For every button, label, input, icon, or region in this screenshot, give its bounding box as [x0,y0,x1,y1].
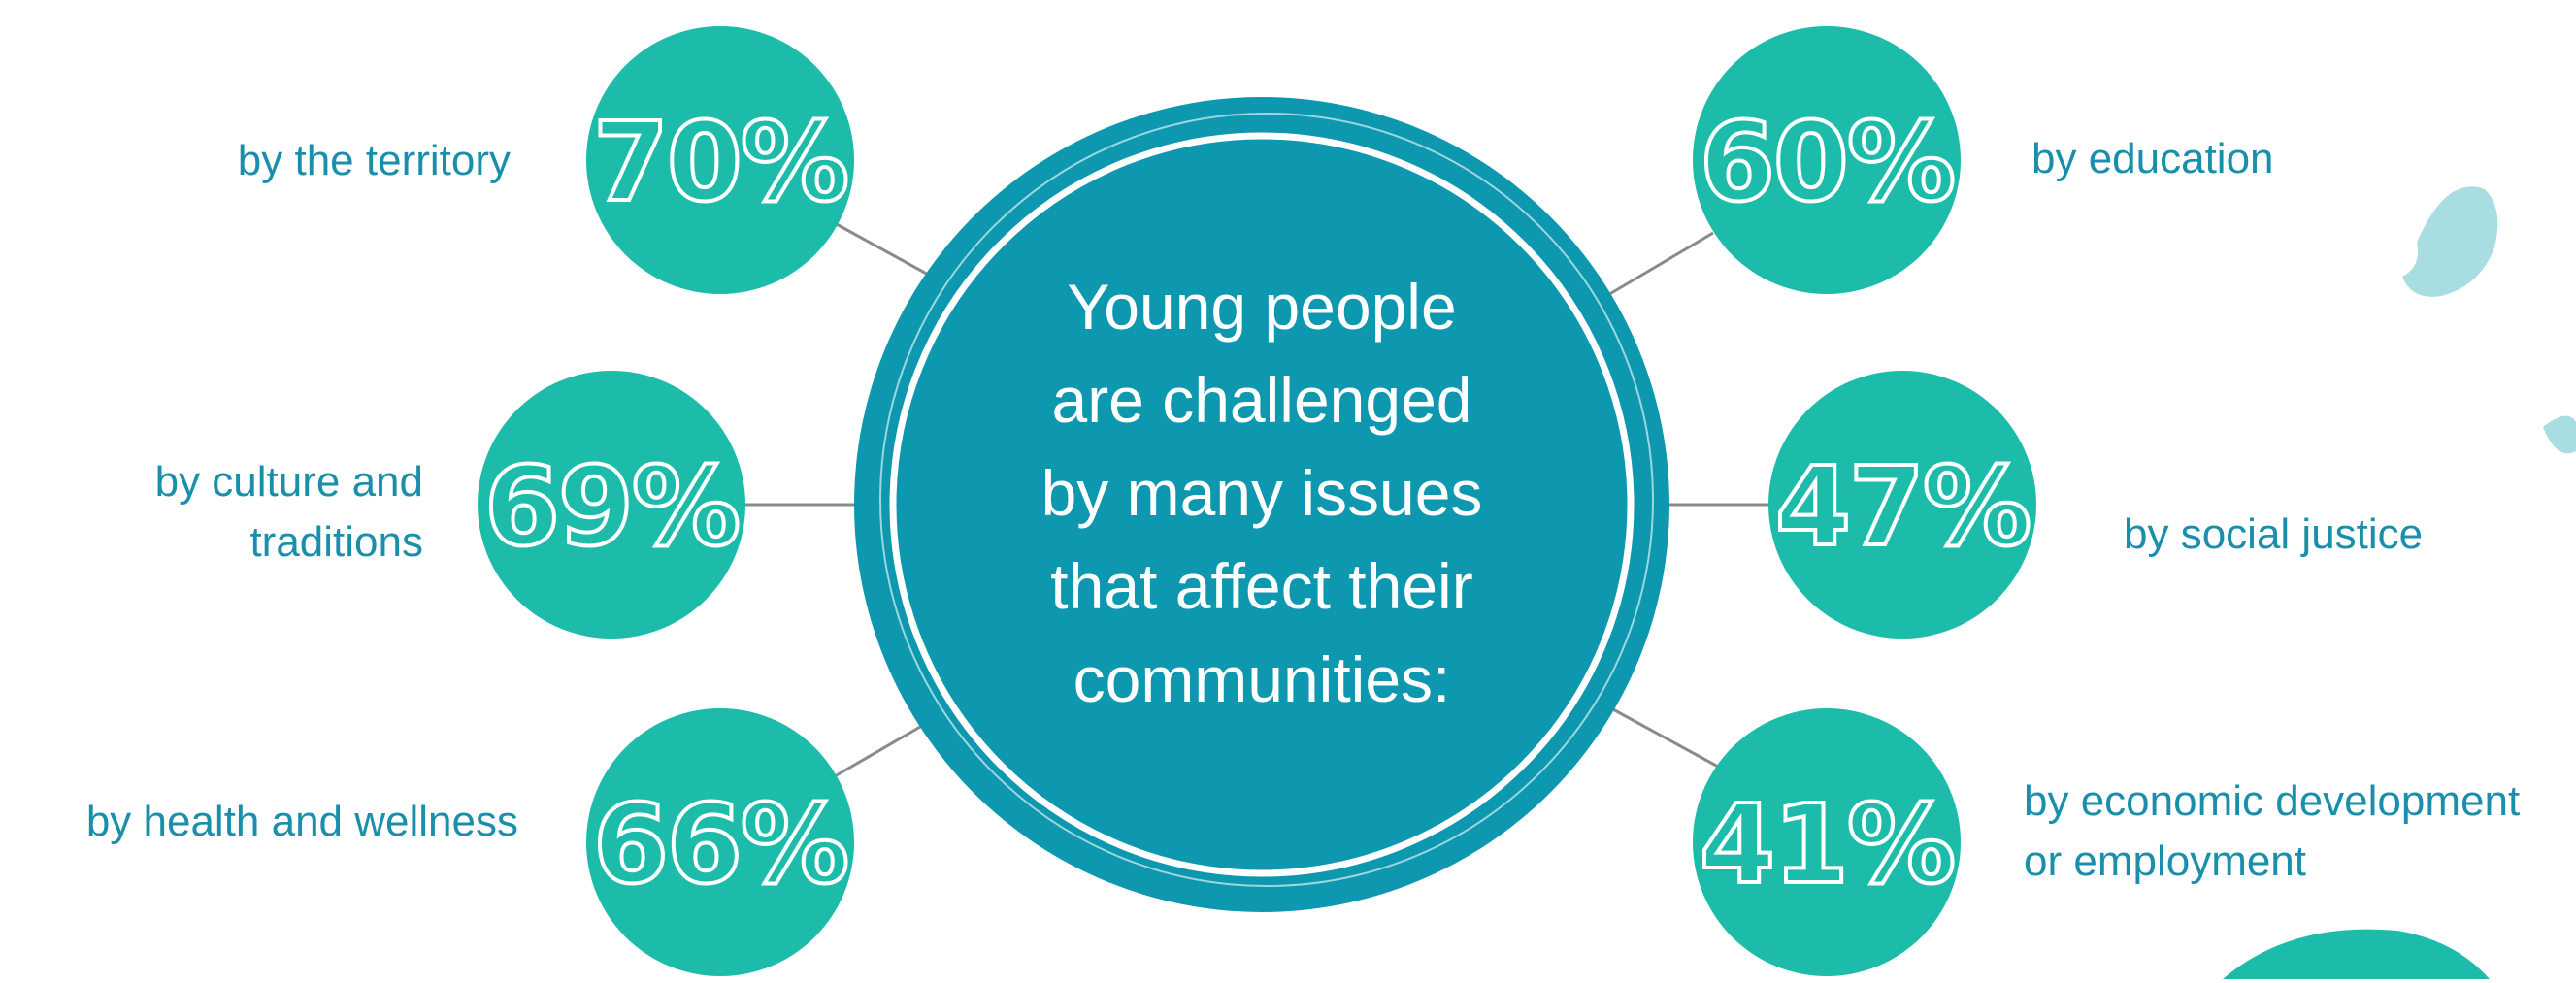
bubble-health: 66% [586,708,854,976]
percent-education: 60% [1700,100,1954,226]
decor-splash-top-right [2402,186,2498,297]
connector-economic [1610,706,1719,769]
percent-economic: 41% [1700,782,1954,908]
bubble-social-justice: 47% [1768,371,2036,639]
label-health: by health and wellness [86,792,518,852]
label-line: or employment [2024,837,2307,885]
center-line: Young people [1067,271,1457,343]
center-line: communities: [1073,643,1451,715]
label-line: by social justice [2124,510,2424,558]
center-circle-ring-outer [879,113,1654,887]
center-statement: Young people are challenged by many issu… [932,260,1592,726]
label-social-justice: by social justice [2124,505,2423,565]
percent-social-justice: 47% [1775,444,2030,571]
center-line: that affect their [1050,550,1473,622]
center-circle [854,97,1669,912]
label-territory: by the territory [238,131,511,191]
label-line: by culture and [154,458,423,506]
connector-health [834,721,928,778]
decor-circle-bottom-right [2223,929,2490,979]
connector-territory [834,221,933,279]
bubble-culture: 69% [478,371,745,639]
percent-culture: 69% [484,444,739,571]
center-line: by many issues [1040,457,1483,529]
center-line: are challenged [1051,364,1472,436]
bubble-education: 60% [1693,26,1961,294]
percent-territory: 70% [593,100,847,226]
connector-education [1605,231,1714,298]
label-line: traditions [249,518,423,566]
label-economic: by economic development or employment [2024,771,2520,892]
label-line: by education [2031,135,2274,182]
center-circle-ring [889,132,1635,877]
label-education: by education [2031,129,2274,189]
decor-splash-mid-right [2543,415,2576,454]
bubble-economic: 41% [1693,708,1961,976]
label-line: by the territory [237,137,511,184]
label-line: by economic development [2024,777,2521,825]
label-line: by health and wellness [85,798,518,845]
label-culture: by culture and traditions [155,452,423,573]
percent-health: 66% [593,782,847,908]
bubble-territory: 70% [586,26,854,294]
